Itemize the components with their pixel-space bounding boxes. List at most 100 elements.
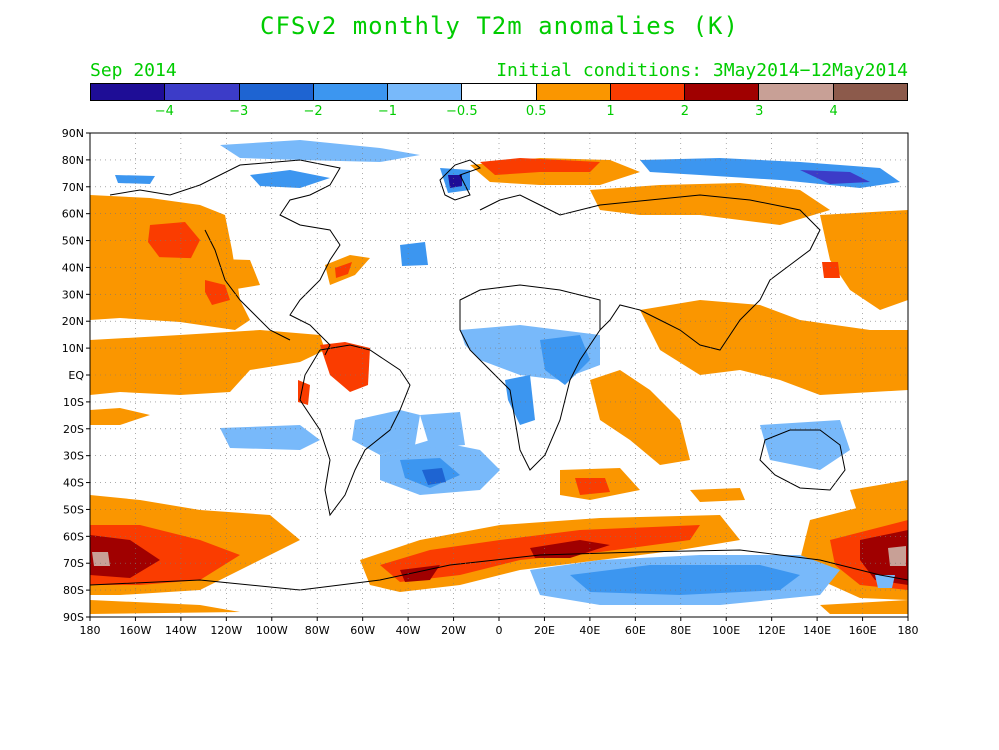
colorbar-segment [313, 84, 389, 100]
warm-anomaly-region [90, 408, 150, 425]
longitude-label: 20W [441, 624, 466, 637]
cool-anomaly-region [220, 425, 320, 450]
colorbar-segment [165, 84, 240, 100]
latitude-label: 10S [63, 396, 84, 409]
cool-anomaly-region [540, 335, 590, 385]
warm-anomaly-region [590, 370, 690, 465]
warm-anomaly-region [298, 380, 310, 405]
cool-anomaly-region [875, 575, 895, 588]
cool-anomaly-region [570, 565, 800, 595]
longitude-label: 180 [80, 624, 101, 637]
colorbar-segment [833, 84, 907, 100]
warm-anomaly-region [860, 530, 908, 585]
cool-anomaly-region [422, 468, 446, 485]
colorbar-label: 3 [755, 104, 764, 119]
colorbar-label: −2 [303, 104, 323, 119]
initial-conditions-label: Initial conditions: 3May2014−12May2014 [496, 60, 908, 81]
warm-anomaly-region [820, 600, 908, 614]
latitude-label: 70N [62, 181, 84, 194]
colorbar-label: −1 [377, 104, 398, 119]
longitude-label: 40W [396, 624, 421, 637]
longitude-label: 40E [579, 624, 600, 637]
warm-anomaly-region [92, 552, 110, 566]
latitude-label: 10N [62, 342, 84, 355]
latitude-label: 40N [62, 261, 84, 274]
longitude-label: 140W [165, 624, 197, 637]
longitude-label: 100E [712, 624, 740, 637]
warm-anomaly-region [480, 158, 600, 175]
cool-anomaly-region [352, 410, 420, 455]
colorbar-label: 1 [606, 104, 615, 119]
latitude-label: 30N [62, 288, 84, 301]
latitude-label: 60N [62, 208, 84, 221]
axis-ticks: 90N 80N 70N 60N 50N 40N 30N 20N 10N EQ 10S 20S 30S 40… [62, 127, 919, 637]
colorbar-segment [388, 84, 463, 100]
colorbar-label: 2 [680, 104, 690, 119]
longitude-label: 60W [350, 624, 375, 637]
cool-anomaly-region [250, 170, 330, 188]
cool-anomaly-region [800, 170, 870, 184]
cool-anomaly-region [420, 412, 465, 448]
colorbar-segment [759, 84, 834, 100]
longitude-label: 160E [849, 624, 877, 637]
warm-anomaly-region [148, 222, 200, 260]
warm-anomaly-region [690, 488, 745, 502]
warm-anomaly-region [888, 546, 906, 566]
chart-title: CFSv2 monthly T2m anomalies (K) [260, 12, 739, 40]
latitude-label: 30S [63, 450, 84, 463]
latitude-label: 40S [63, 477, 84, 490]
coastlines [90, 159, 908, 591]
warm-anomaly-region [320, 342, 370, 392]
longitude-label: 140E [803, 624, 831, 637]
cool-anomaly-region [115, 175, 155, 184]
latitude-label: 20N [62, 315, 84, 328]
cool-anomaly-region [640, 158, 900, 188]
warm-anomaly-region [820, 210, 908, 310]
colorbar [90, 83, 908, 101]
colorbar-segment [462, 84, 537, 100]
longitude-label: 180 [898, 624, 919, 637]
forecast-month-label: Sep 2014 [90, 60, 177, 81]
warm-anomaly-region [822, 262, 840, 278]
cool-anomaly-region [760, 420, 850, 470]
warm-anomaly-region [205, 280, 230, 305]
warm-anomaly-region [575, 478, 610, 495]
warm-anomaly-region [90, 600, 240, 614]
anomaly-fields [90, 140, 908, 614]
cool-anomaly-region [448, 175, 462, 188]
longitude-label: 120E [758, 624, 786, 637]
cool-anomaly-region [505, 375, 535, 425]
latitude-label: 80S [63, 584, 84, 597]
colorbar-label: 4 [829, 104, 838, 119]
graticule [90, 133, 908, 617]
longitude-label: 0 [496, 624, 503, 637]
colorbar-segment [536, 84, 611, 100]
colorbar-label: 0.5 [525, 104, 547, 119]
warm-anomaly-region [530, 540, 610, 558]
latitude-label: 50S [63, 503, 84, 516]
latitude-label: 60S [63, 530, 84, 543]
latitude-label: 90N [62, 127, 84, 140]
latitude-label: 70S [63, 557, 84, 570]
warm-anomaly-region [590, 183, 830, 225]
warm-anomaly-region [640, 300, 908, 395]
longitude-label: 100W [256, 624, 288, 637]
warm-anomaly-region [90, 535, 160, 578]
colorbar-segment [91, 84, 166, 100]
longitude-label: 120W [210, 624, 242, 637]
longitude-label: 80E [670, 624, 691, 637]
latitude-label: EQ [68, 369, 84, 382]
colorbar-label: −3 [229, 104, 249, 119]
colorbar-label: −0.5 [446, 104, 478, 119]
longitude-label: 160W [120, 624, 152, 637]
cool-anomaly-region [400, 242, 428, 266]
colorbar-segment [239, 84, 314, 100]
warm-anomaly-region [335, 262, 352, 278]
longitude-label: 20E [534, 624, 555, 637]
colorbar-segment [685, 84, 760, 100]
warm-anomaly-region [90, 330, 325, 395]
cool-anomaly-region [220, 140, 420, 162]
longitude-label: 60E [625, 624, 646, 637]
longitude-label: 80W [305, 624, 330, 637]
